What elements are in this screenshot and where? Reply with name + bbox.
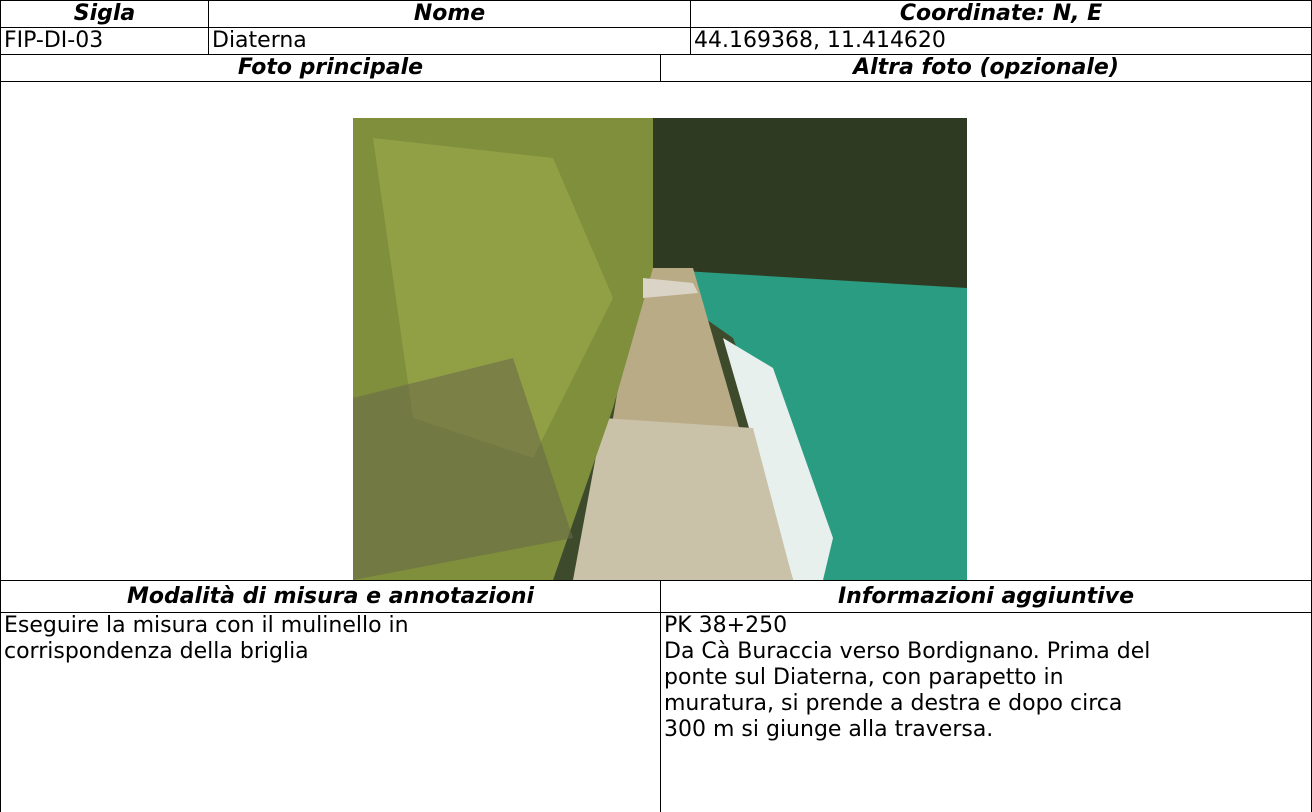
cell: Diaterna	[208, 27, 691, 55]
header-cell: Sigla	[0, 0, 209, 28]
header-cell: Nome	[208, 0, 691, 28]
header-cell: Informazioni aggiuntive	[660, 580, 1312, 613]
info-cell: PK 38+250 Da Cà Buraccia verso Bordignano…	[660, 612, 1312, 812]
header-cell: Coordinate: N, E	[690, 0, 1312, 28]
text-line: Eseguire la misura con il mulinello in	[4, 613, 409, 638]
text-line: Da Cà Buraccia verso Bordignano. Prima d…	[664, 639, 1151, 664]
text-line: muratura, si prende a destra e dopo circ…	[664, 691, 1123, 716]
text-line: 300 m si giunge alla traversa.	[664, 717, 994, 742]
cell: 44.169368, 11.414620	[690, 27, 1312, 55]
header-cell: Foto principale	[0, 54, 661, 82]
cell: FIP-DI-03	[0, 27, 209, 55]
header-cell: Altra foto (opzionale)	[660, 54, 1312, 82]
header-cell: Modalità di misura e annotazioni	[0, 580, 661, 613]
text-line: ponte sul Diaterna, con parapetto in	[664, 665, 1064, 690]
photo	[353, 118, 967, 580]
text-line: PK 38+250	[664, 613, 788, 638]
text-line: corrispondenza della briglia	[4, 639, 309, 664]
notes-cell: Eseguire la misura con il mulinello in co…	[0, 612, 661, 812]
